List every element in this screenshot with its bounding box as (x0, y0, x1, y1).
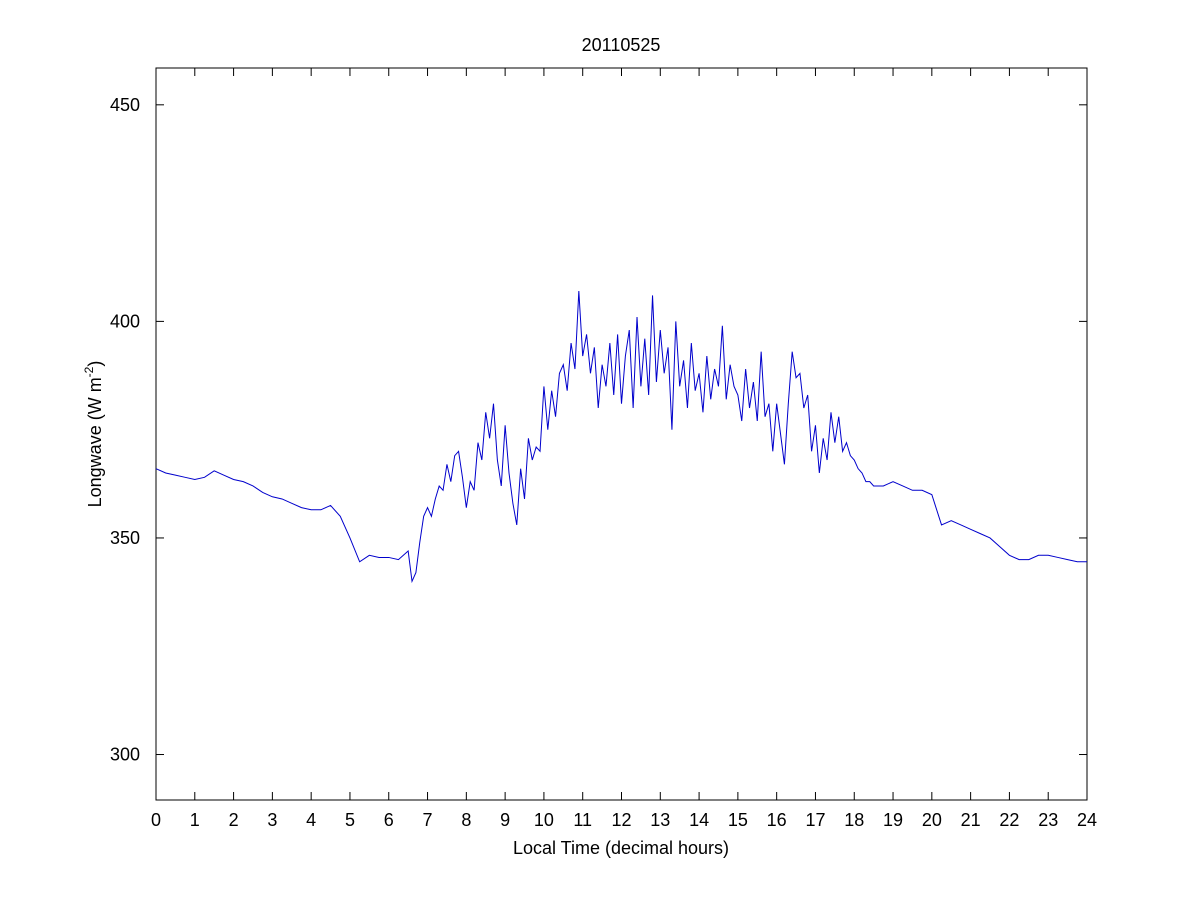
y-tick-label: 450 (110, 95, 140, 115)
y-tick-label: 400 (110, 311, 140, 331)
x-tick-label: 3 (267, 810, 277, 830)
x-tick-label: 2 (229, 810, 239, 830)
x-tick-label: 24 (1077, 810, 1097, 830)
y-tick-label: 300 (110, 745, 140, 765)
x-tick-label: 13 (650, 810, 670, 830)
x-tick-label: 19 (883, 810, 903, 830)
x-tick-label: 0 (151, 810, 161, 830)
x-tick-label: 23 (1038, 810, 1058, 830)
data-line (155, 291, 1087, 584)
x-tick-label: 5 (345, 810, 355, 830)
x-tick-label: 18 (844, 810, 864, 830)
y-axis-label-superscript: -2 (82, 366, 96, 377)
x-tick-label: 7 (423, 810, 433, 830)
x-tick-label: 14 (689, 810, 709, 830)
x-tick-label: 10 (534, 810, 554, 830)
x-tick-label: 21 (961, 810, 981, 830)
x-tick-label: 12 (611, 810, 631, 830)
x-tick-label: 11 (573, 810, 592, 830)
x-tick-label: 17 (805, 810, 825, 830)
x-tick-label: 8 (461, 810, 471, 830)
x-tick-label: 22 (999, 810, 1019, 830)
chart-title: 20110525 (582, 35, 661, 55)
y-axis-label: Longwave (W m-2) (82, 361, 105, 508)
x-tick-label: 4 (306, 810, 316, 830)
x-tick-label: 9 (500, 810, 510, 830)
x-tick-label: 20 (922, 810, 942, 830)
y-axis-label-suffix: ) (85, 361, 105, 367)
x-tick-label: 6 (384, 810, 394, 830)
y-axis-label-text: Longwave (W m (85, 377, 105, 507)
x-axis-label: Local Time (decimal hours) (513, 838, 729, 858)
x-tick-label: 15 (728, 810, 748, 830)
x-tick-label: 1 (190, 810, 200, 830)
plot-area (155, 67, 1088, 801)
x-tick-label: 16 (767, 810, 787, 830)
y-tick-label: 350 (110, 528, 140, 548)
